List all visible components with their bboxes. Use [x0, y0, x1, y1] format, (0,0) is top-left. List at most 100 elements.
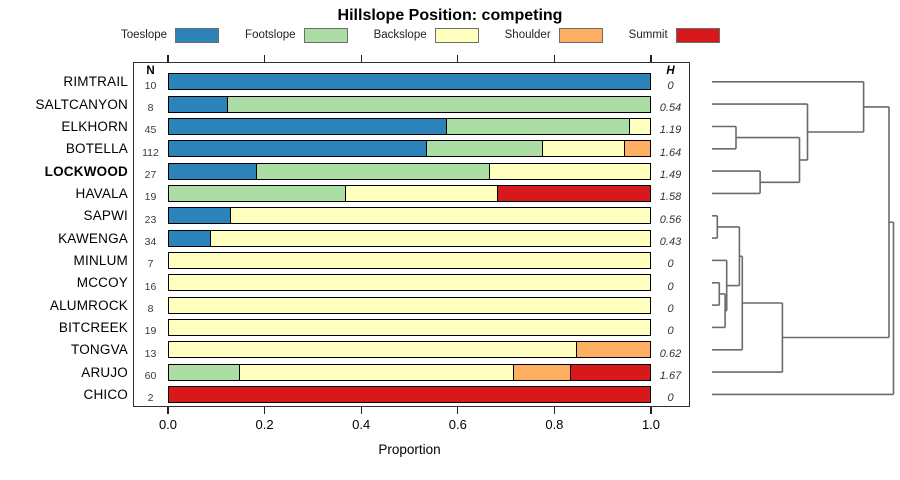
bar-segment-summit	[497, 184, 651, 202]
x-axis-tick	[457, 55, 459, 62]
bar-segment-footslope	[256, 162, 490, 180]
bar-segment-footslope	[426, 140, 543, 158]
row-label-lockwood: LOCKWOOD	[44, 163, 128, 179]
bar-segment-backslope	[230, 207, 651, 225]
chart-title: Hillslope Position: competing	[337, 7, 563, 24]
legend-item-label: Summit	[628, 29, 668, 41]
h-value-botella: 1.64	[659, 146, 682, 159]
legend-item-footslope: Footslope	[245, 27, 348, 43]
bar-segment-shoulder	[576, 341, 651, 359]
legend-swatch-backslope	[434, 27, 479, 43]
bar-segment-footslope	[227, 95, 651, 113]
n-value-chico: 2	[147, 392, 154, 405]
row-label-chico: CHICO	[83, 386, 128, 402]
n-value-bitcreek: 19	[144, 325, 157, 338]
row-label-rimtrail: RIMTRAIL	[63, 74, 128, 90]
row-label-havala: HAVALA	[75, 185, 128, 201]
n-value-tongva: 13	[144, 347, 157, 360]
bar-segment-summit	[570, 363, 651, 381]
bar-bitcreek	[168, 318, 651, 336]
legend-swatch-shoulder	[558, 27, 603, 43]
bar-segment-backslope	[168, 341, 577, 359]
row-label-tongva: TONGVA	[71, 342, 128, 358]
h-value-mccoy: 0	[667, 280, 674, 293]
row-label-saltcanyon: SALTCANYON	[35, 96, 128, 112]
bar-sapwi	[168, 207, 651, 225]
bar-segment-footslope	[446, 117, 630, 135]
bar-segment-footslope	[168, 363, 240, 381]
x-axis-tick	[553, 407, 555, 414]
bar-segment-shoulder	[624, 140, 651, 158]
bar-lockwood	[168, 162, 651, 180]
bar-segment-toeslope	[168, 207, 231, 225]
h-value-minlum: 0	[667, 258, 674, 271]
x-axis-tick	[360, 407, 362, 414]
row-label-minlum: MINLUM	[73, 252, 128, 268]
bar-segment-toeslope	[168, 140, 427, 158]
legend-swatch-toeslope	[175, 27, 220, 43]
row-label-botella: BOTELLA	[65, 141, 128, 157]
h-column-header: H	[666, 65, 675, 77]
x-axis-tick	[457, 407, 459, 414]
n-value-alumrock: 8	[147, 303, 154, 316]
legend-swatch-footslope	[303, 27, 348, 43]
h-value-havala: 1.58	[659, 191, 682, 204]
x-axis-tick	[650, 55, 652, 62]
row-label-kawenga: KAWENGA	[58, 230, 128, 246]
x-axis-tick-label: 0.8	[545, 417, 564, 432]
dendrogram	[712, 80, 895, 396]
row-label-elkhorn: ELKHORN	[61, 118, 128, 134]
row-label-sapwi: SAPWI	[83, 208, 128, 224]
bar-segment-backslope	[168, 274, 651, 292]
h-value-saltcanyon: 0.54	[659, 102, 682, 115]
legend-item-label: Footslope	[245, 29, 296, 41]
n-value-sapwi: 23	[144, 213, 157, 226]
bar-segment-backslope	[542, 140, 625, 158]
bar-segment-toeslope	[168, 162, 257, 180]
n-value-minlum: 7	[147, 258, 154, 271]
n-column-header: N	[146, 65, 155, 77]
n-value-elkhorn: 45	[144, 124, 157, 137]
x-axis-tick	[167, 407, 169, 414]
x-axis-tick	[264, 55, 266, 62]
x-axis-label: Proportion	[378, 442, 441, 457]
legend-swatch-summit	[675, 27, 720, 43]
bar-segment-backslope	[168, 318, 651, 336]
h-value-sapwi: 0.56	[659, 213, 682, 226]
x-axis-tick	[650, 407, 652, 414]
n-value-saltcanyon: 8	[147, 102, 154, 115]
x-axis-tick	[553, 55, 555, 62]
n-value-botella: 112	[142, 146, 159, 159]
bar-chico	[168, 385, 651, 403]
h-value-lockwood: 1.49	[659, 169, 682, 182]
x-axis-tick-label: 1.0	[641, 417, 661, 432]
h-value-tongva: 0.62	[659, 347, 682, 360]
bar-segment-toeslope	[168, 229, 211, 247]
plot-box	[133, 62, 690, 407]
bar-segment-backslope	[345, 184, 498, 202]
n-value-lockwood: 27	[144, 169, 157, 182]
legend-item-label: Toeslope	[121, 29, 168, 41]
legend-item-label: Shoulder	[504, 29, 551, 41]
bar-segment-backslope	[168, 296, 651, 314]
legend: Toeslope Footslope Backslope Shoulder Summit	[121, 26, 720, 44]
legend-item-backslope: Backslope	[374, 27, 479, 43]
bar-segment-backslope	[239, 363, 514, 381]
bar-havala	[168, 184, 651, 202]
x-axis-tick-label: 0.4	[352, 417, 371, 432]
bar-segment-toeslope	[168, 95, 228, 113]
n-value-havala: 19	[144, 191, 157, 204]
n-value-kawenga: 34	[144, 236, 157, 249]
n-value-arujo: 60	[144, 370, 157, 383]
h-value-bitcreek: 0	[667, 325, 674, 338]
bar-minlum	[168, 251, 651, 269]
row-label-alumrock: ALUMROCK	[49, 297, 128, 313]
n-value-rimtrail: 10	[144, 79, 157, 92]
bar-segment-backslope	[489, 162, 651, 180]
legend-item-shoulder: Shoulder	[504, 27, 603, 43]
row-label-arujo: ARUJO	[81, 364, 128, 380]
bar-segment-backslope	[168, 251, 651, 269]
bar-alumrock	[168, 296, 651, 314]
bar-segment-backslope	[629, 117, 651, 135]
